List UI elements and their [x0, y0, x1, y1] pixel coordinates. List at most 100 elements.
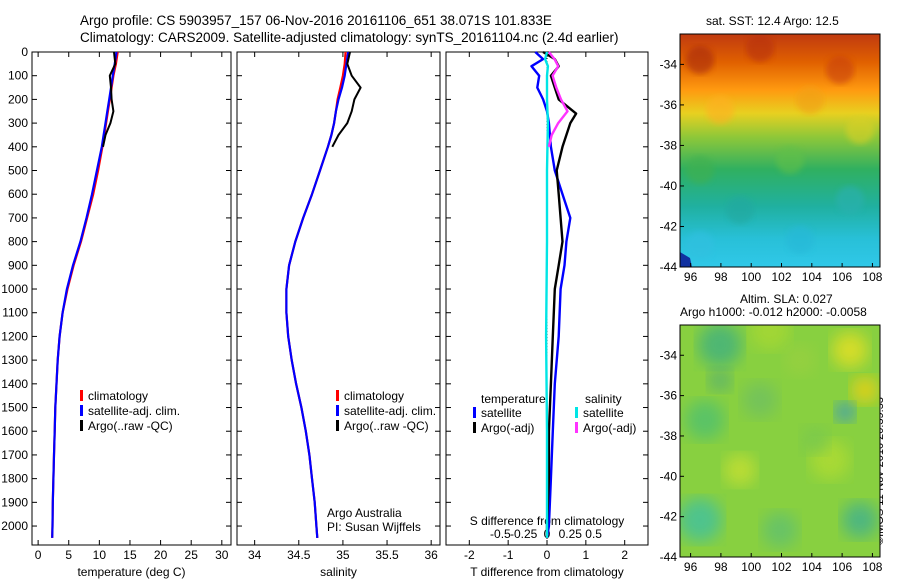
- map-y-tick-label: -42: [660, 219, 678, 233]
- y-tick-label: 1200: [1, 329, 28, 343]
- legend-label-salinity: climatology: [344, 389, 404, 403]
- y-tick-label: 1900: [1, 495, 28, 509]
- legend-swatch-diff: [473, 407, 476, 418]
- sla-texture: [698, 325, 742, 367]
- x-tick-label-difference: -2: [464, 548, 475, 562]
- map-frame-sla-map: [679, 324, 881, 558]
- x-axis-label-salinity: salinity: [320, 565, 357, 579]
- map-frame-sst-map: [679, 33, 881, 268]
- map-x-tick-label: 108: [862, 560, 882, 574]
- legend-label-temperature: Argo(..raw -QC): [88, 419, 173, 433]
- map-x-tick-label: 100: [741, 270, 761, 284]
- legend-label-temperature: climatology: [88, 389, 148, 403]
- sla-texture: [680, 498, 722, 542]
- map-y-tick-label: -42: [660, 510, 678, 524]
- sst-texture: [686, 46, 714, 74]
- map-x-tick-label: 104: [802, 270, 822, 284]
- diff-line-2: [543, 51, 550, 538]
- sla-map-title: Altim. SLA: 0.027: [740, 292, 833, 306]
- x-tick-label-salinity: 34.5: [287, 548, 311, 562]
- map-sst-map: 96 98 100 102 104 106 108 -34 -36 -38 -40 -42 -44: [660, 33, 883, 284]
- sla-texture: [708, 368, 732, 392]
- legend-label-diff: satellite: [583, 406, 624, 420]
- plot-frame-salinity: [236, 51, 441, 546]
- legend-label-diff: satellite: [481, 406, 522, 420]
- x-tick-label-temperature: 15: [123, 548, 137, 562]
- series-line-temperature-1: [51, 51, 118, 538]
- legend-header-temperature: temperature: [481, 392, 546, 406]
- sla-texture: [724, 454, 756, 486]
- legend-swatch-salinity: [336, 390, 339, 401]
- sst-texture: [836, 186, 864, 214]
- s-tick-label: 0.25: [559, 527, 583, 541]
- sst-texture: [826, 56, 854, 84]
- x-tick-label-difference: -1: [503, 548, 514, 562]
- map-y-tick-label: -44: [660, 550, 678, 564]
- series-line-salinity-2: [331, 51, 362, 148]
- map-x-tick-label: 98: [714, 270, 728, 284]
- y-tick-label: 1500: [1, 401, 28, 415]
- y-tick-label: 500: [8, 164, 28, 178]
- sla-texture: [784, 344, 816, 376]
- y-tick-label: 400: [8, 140, 28, 154]
- legend-label-temperature: satellite-adj. clim.: [88, 404, 180, 418]
- sla-texture: [742, 382, 778, 418]
- sst-texture: [746, 34, 774, 62]
- sla-map-subtitle: Argo h1000: -0.012 h2000: -0.0058: [680, 305, 867, 319]
- legend-swatch-temperature: [80, 420, 83, 431]
- map-y-tick-label: -34: [660, 57, 678, 71]
- legend-swatch-diff: [575, 422, 578, 433]
- sla-texture: [750, 325, 790, 350]
- y-tick-label: 1800: [1, 472, 28, 486]
- map-x-tick-label: 102: [771, 270, 791, 284]
- x-tick-label-salinity: 34: [248, 548, 262, 562]
- map-x-tick-label: 96: [684, 270, 698, 284]
- plot-frame-temperature: [31, 51, 232, 546]
- map-y-tick-label: -36: [660, 389, 678, 403]
- map-x-tick-label: 108: [862, 270, 882, 284]
- y-tick-label: 300: [8, 116, 28, 130]
- legend-label-salinity: satellite-adj. clim.: [344, 404, 436, 418]
- diff-line-0: [530, 51, 572, 539]
- map-y-tick-label: -38: [660, 138, 678, 152]
- x-tick-label-difference: 0: [544, 548, 551, 562]
- map-x-tick-label: 96: [684, 560, 698, 574]
- y-tick-label: 200: [8, 92, 28, 106]
- sst-coldspot: [680, 252, 692, 267]
- series-line-temperature-2: [102, 51, 117, 148]
- sst-texture: [786, 226, 814, 254]
- x-tick-label-salinity: 35: [336, 548, 350, 562]
- map-y-tick-label: -40: [660, 179, 678, 193]
- sla-texture: [842, 502, 878, 538]
- legend-swatch-temperature: [80, 390, 83, 401]
- y-tick-label: 2000: [1, 519, 28, 533]
- map-x-tick-label: 106: [832, 270, 852, 284]
- series-line-temperature-0: [51, 51, 119, 538]
- x-tick-label-temperature: 25: [185, 548, 199, 562]
- y-tick-label: 1400: [1, 377, 28, 391]
- map-x-tick-label: 102: [771, 560, 791, 574]
- map-x-tick-label: 98: [714, 560, 728, 574]
- y-tick-label: 0: [21, 45, 28, 59]
- y-tick-label: 800: [8, 235, 28, 249]
- x-tick-label-temperature: 30: [215, 548, 229, 562]
- y-tick-label: 1000: [1, 282, 28, 296]
- y-tick-label: 600: [8, 187, 28, 201]
- sst-texture: [686, 231, 714, 259]
- legend-label-diff: Argo(-adj): [583, 421, 636, 435]
- y-tick-label: 1300: [1, 353, 28, 367]
- map-x-tick-label: 106: [832, 560, 852, 574]
- sla-texture: [762, 512, 798, 548]
- s-tick-label: -0.5: [490, 527, 511, 541]
- salinity-annotation: Argo Australia: [327, 506, 402, 520]
- sla-texture: [801, 426, 829, 454]
- map-field-sst-map: [680, 34, 880, 267]
- y-tick-label: 700: [8, 211, 28, 225]
- sst-texture: [776, 146, 804, 174]
- x-tick-label-temperature: 10: [93, 548, 107, 562]
- map-sla-map: 96 98 100 102 104 106 108 -34 -36 -38 -40 -42 -44: [660, 324, 883, 574]
- map-field-sla-map: [680, 325, 880, 557]
- x-axis-label-temperature: temperature (deg C): [77, 565, 185, 579]
- sst-texture: [686, 156, 714, 184]
